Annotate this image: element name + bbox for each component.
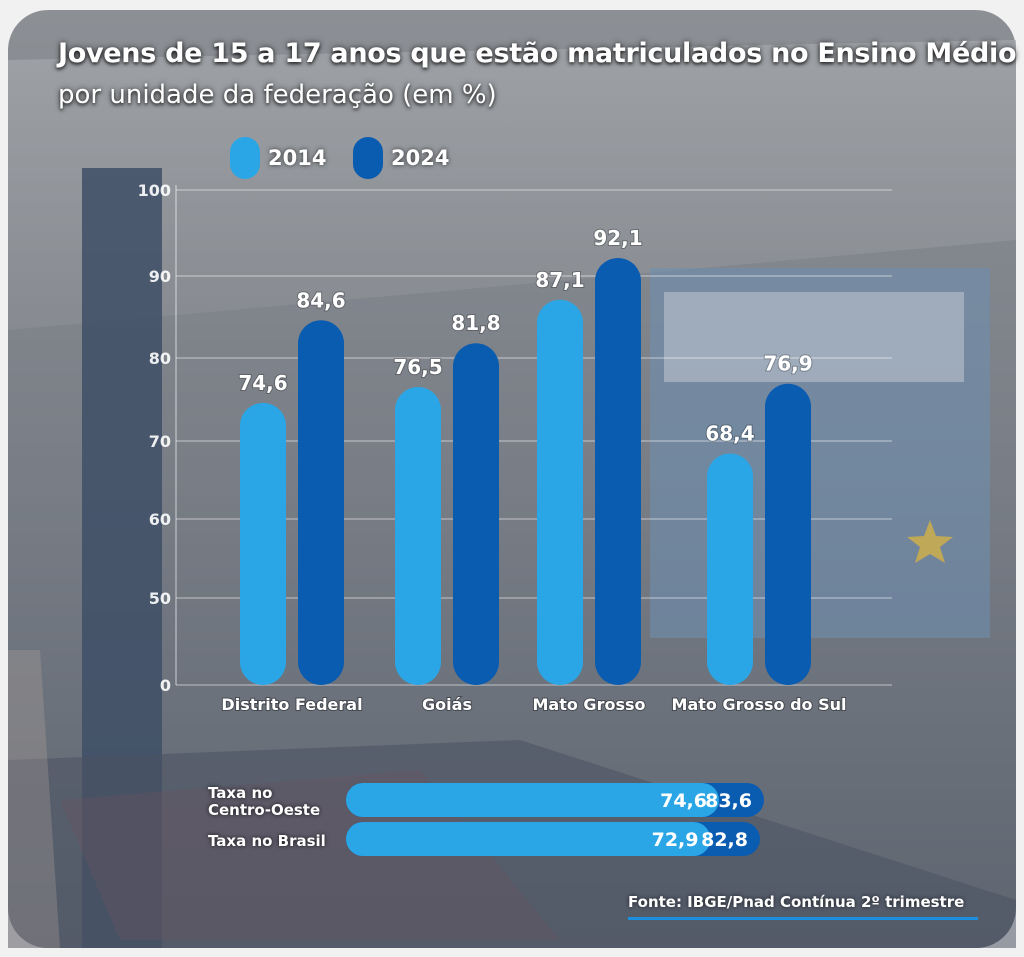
bar-value-label: 68,4 xyxy=(705,421,754,445)
bar-value-label: 76,9 xyxy=(763,352,812,376)
rate-label-line: Taxa no xyxy=(208,784,273,802)
rate-label-line: Taxa no Brasil xyxy=(208,832,326,850)
legend-item-2014: 2014 xyxy=(230,137,326,179)
y-tick-label: 50 xyxy=(149,589,171,608)
bar-value-label: 74,6 xyxy=(238,371,287,395)
bar-2024 xyxy=(298,320,344,685)
bar-value-label: 84,6 xyxy=(296,288,345,312)
bar-value-label: 81,8 xyxy=(451,311,500,335)
legend-item-2024: 2024 xyxy=(353,137,449,179)
bar-2024 xyxy=(765,383,811,685)
bar-value-label: 76,5 xyxy=(393,355,442,379)
rate-bar-2014 xyxy=(346,822,711,856)
legend-label-2024: 2024 xyxy=(391,146,450,170)
rate-value-2024: 83,6 xyxy=(705,790,752,812)
x-tick-label: Mato Grosso do Sul xyxy=(672,695,847,714)
bar-2024 xyxy=(453,343,499,685)
legend-swatch-2014 xyxy=(230,137,260,179)
rate-label-line: Centro-Oeste xyxy=(208,801,321,819)
rate-label-centro-oeste: Taxa no Centro-Oeste xyxy=(208,785,320,819)
y-tick-label: 80 xyxy=(149,349,171,368)
bar-2014 xyxy=(395,387,441,685)
bar-value-label: 87,1 xyxy=(535,268,584,292)
x-tick-label: Distrito Federal xyxy=(221,695,362,714)
rate-value-2024: 82,8 xyxy=(701,829,748,851)
rate-value-2014: 74,6 xyxy=(660,790,707,812)
x-tick-label: Mato Grosso xyxy=(533,695,646,714)
rate-value-2014: 72,9 xyxy=(652,829,699,851)
y-tick-label: 70 xyxy=(149,432,171,451)
star-decoration xyxy=(907,520,953,563)
bar-2024 xyxy=(595,257,641,685)
rate-bar-2014 xyxy=(346,783,719,817)
chart-title: Jovens de 15 a 17 anos que estão matricu… xyxy=(58,38,1017,69)
bar-2014 xyxy=(240,402,286,685)
source-note: Fonte: IBGE/Pnad Contínua 2º trimestre xyxy=(628,893,978,920)
bar-value-label: 92,1 xyxy=(593,226,642,250)
bar-2014 xyxy=(537,299,583,685)
chart-subtitle: por unidade da federação (em %) xyxy=(58,80,497,110)
y-tick-label: 0 xyxy=(160,676,171,695)
y-tick-label: 90 xyxy=(149,267,171,286)
legend-label-2014: 2014 xyxy=(268,146,327,170)
legend-swatch-2024 xyxy=(353,137,383,179)
rate-label-brasil: Taxa no Brasil xyxy=(208,833,326,850)
x-tick-label: Goiás xyxy=(422,695,472,714)
bar-2014 xyxy=(707,453,753,685)
y-tick-label: 100 xyxy=(138,181,171,200)
y-tick-label: 60 xyxy=(149,510,171,529)
